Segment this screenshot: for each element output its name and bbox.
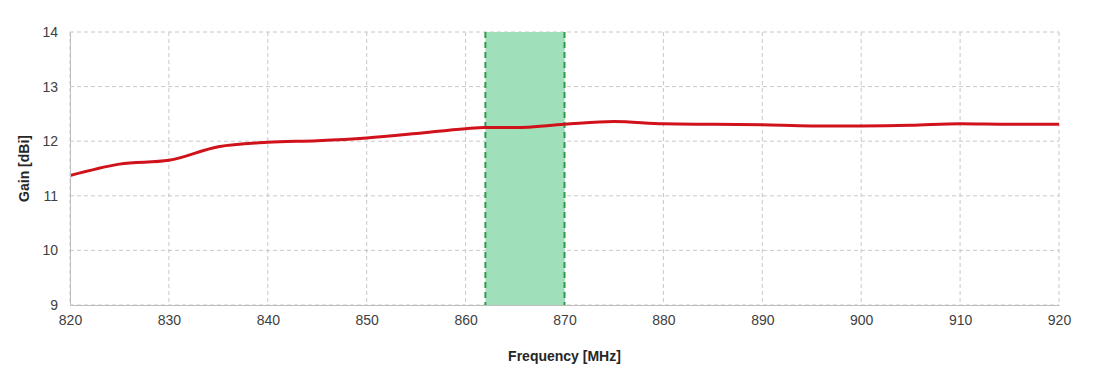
chart: 8208308408508608708808909009109209101112…	[0, 0, 1111, 375]
tick: 12	[42, 133, 70, 149]
tick-label: 830	[158, 312, 182, 328]
tick: 860	[454, 305, 478, 328]
tick-label: 890	[751, 312, 775, 328]
x-axis-title: Frequency [MHz]	[508, 348, 621, 364]
tick: 900	[850, 305, 874, 328]
tick-label: 820	[59, 312, 83, 328]
highlight-edge	[564, 32, 566, 305]
tick: 910	[949, 305, 973, 328]
grid-line-x	[663, 32, 664, 305]
tick-label: 12	[42, 133, 58, 149]
grid-line-x	[465, 32, 466, 305]
tick: 840	[257, 305, 281, 328]
tick-label: 870	[553, 312, 577, 328]
grid-line-x	[70, 32, 71, 305]
x-axis: 820 830 840 850 860 870 880 890 900 910 920	[59, 305, 1072, 328]
tick: 11	[43, 188, 70, 204]
tick: 850	[356, 305, 380, 328]
grid	[70, 32, 1059, 305]
plot-area: 8208308408508608708808909009109209101112…	[42, 24, 1071, 328]
grid-line-x	[168, 32, 169, 305]
tick: 9	[50, 297, 70, 313]
tick-label: 13	[42, 79, 58, 95]
highlight-band	[485, 32, 564, 305]
tick: 890	[751, 305, 775, 328]
tick-label: 10	[42, 242, 58, 258]
tick: 880	[652, 305, 676, 328]
y-axis: 9 10 11 12 13 14	[42, 24, 70, 313]
tick: 830	[158, 305, 182, 328]
grid-line-x	[366, 32, 367, 305]
grid-line-x	[762, 32, 763, 305]
tick-label: 11	[43, 188, 58, 204]
grid-line-x	[960, 32, 961, 305]
tick: 14	[42, 24, 70, 40]
tick-label: 920	[1048, 312, 1072, 328]
highlight-edge	[484, 32, 486, 305]
tick-label: 900	[850, 312, 874, 328]
axis-line	[70, 33, 71, 306]
tick: 820	[59, 305, 83, 328]
grid-line-x	[267, 32, 268, 305]
grid-line-x	[1059, 32, 1060, 305]
tick-label: 840	[257, 312, 281, 328]
gain-line	[70, 122, 1059, 176]
tick: 10	[42, 242, 70, 258]
tick: 920	[1048, 305, 1072, 328]
marks	[70, 32, 1059, 305]
tick-label: 880	[652, 312, 676, 328]
axis-line	[71, 305, 1060, 306]
y-axis-title: Gain [dBi]	[16, 135, 32, 202]
tick: 870	[553, 305, 577, 328]
highlight-area	[485, 32, 564, 305]
tick-label: 850	[356, 312, 380, 328]
tick-label: 860	[454, 312, 478, 328]
grid-line-x	[861, 32, 862, 305]
tick-label: 9	[50, 297, 58, 313]
tick-label: 910	[949, 312, 973, 328]
tick: 13	[42, 79, 70, 95]
tick-label: 14	[42, 24, 58, 40]
